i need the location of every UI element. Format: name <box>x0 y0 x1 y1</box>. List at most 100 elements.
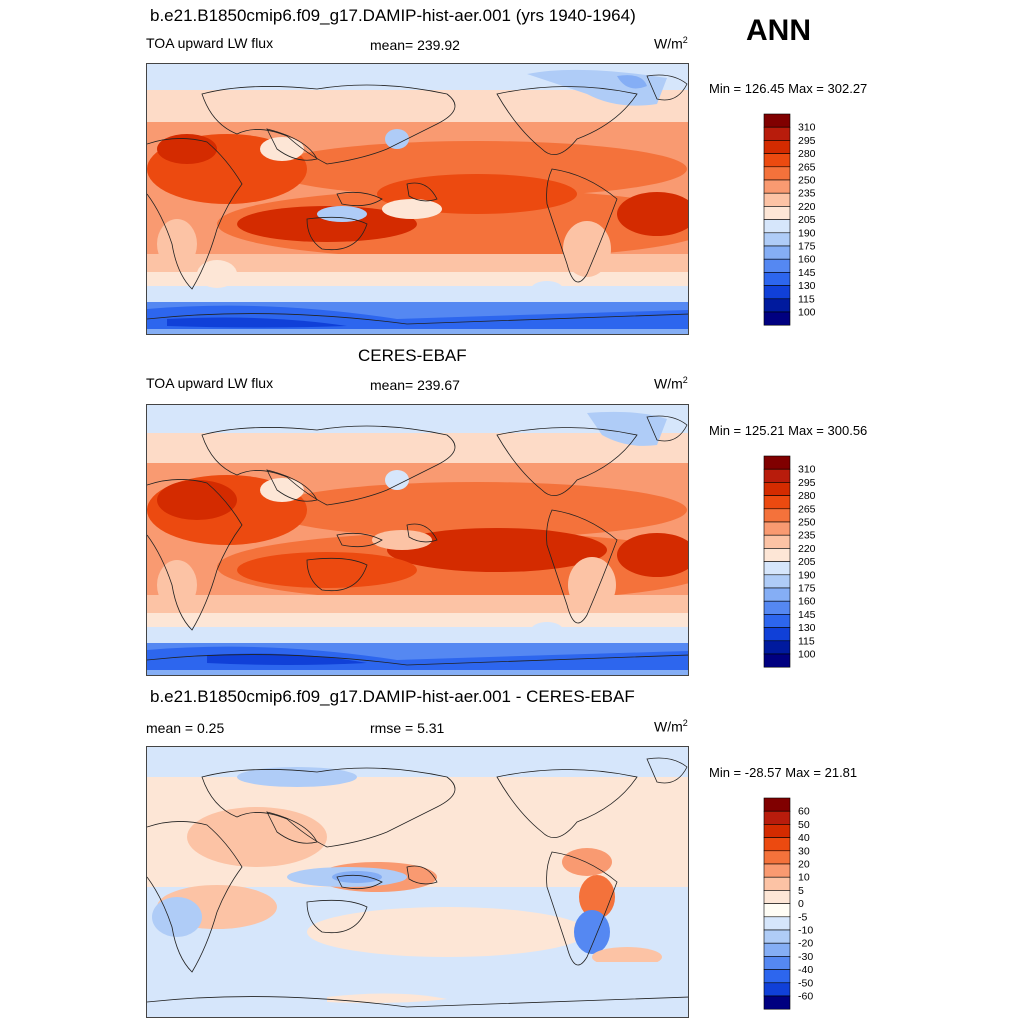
colorbar-box <box>763 627 791 642</box>
colorbar-tick-label: 40 <box>798 832 810 844</box>
map-3-coastlines <box>147 757 688 1008</box>
colorbar-tick-label: -10 <box>798 925 813 937</box>
colorbar-box <box>763 548 791 562</box>
colorbar-box <box>763 468 791 483</box>
panel-2-colorbar: 310 295 280 265 250 235 220 205 190 175 160 145 130 1… <box>763 455 816 672</box>
colorbar-box <box>763 126 791 141</box>
colorbar-box <box>763 521 791 536</box>
colorbar-tick-label: 100 <box>798 649 816 661</box>
colorbar-tick-label: 265 <box>798 161 816 173</box>
colorbar-tick-label: 115 <box>798 293 815 305</box>
colorbar-tick-label: -5 <box>798 911 807 923</box>
colorbar-tick-label: 220 <box>798 201 816 213</box>
colorbar-tick-label: 145 <box>798 609 816 621</box>
panel-2-mean-label: mean= 239.67 <box>370 377 460 393</box>
colorbar-box <box>763 561 791 576</box>
colorbar-tick-label: 0 <box>798 898 804 910</box>
panel-1-map <box>146 63 689 335</box>
colorbar-box <box>763 929 791 944</box>
colorbar-box <box>763 942 791 957</box>
panel-1-minmax: Min = 126.45 Max = 302.27 <box>709 81 868 96</box>
colorbar-tick-label: 280 <box>798 148 816 160</box>
colorbar-tick-label: 205 <box>798 214 816 226</box>
colorbar-box <box>763 587 791 602</box>
panel-3-minmax: Min = -28.57 Max = 21.81 <box>709 765 858 780</box>
colorbar-box <box>763 285 791 300</box>
panel-3-units: W/m2 <box>654 718 688 735</box>
map-2-svg <box>147 405 688 675</box>
colorbar-box <box>763 113 791 128</box>
colorbar-box <box>763 837 791 852</box>
panel-3-rmse-label: rmse = 5.31 <box>370 720 445 736</box>
panel-3-mean-label: mean = 0.25 <box>146 720 225 736</box>
colorbar-tick-label: 130 <box>798 622 816 634</box>
colorbar-tick-label: 190 <box>798 227 816 239</box>
panel-1-colorbar: 310 295 280 265 250 235 220 205 190 175 160 145 130 1… <box>763 113 816 330</box>
colorbar-box <box>763 219 791 234</box>
panel-1-units: W/m2 <box>654 35 688 52</box>
colorbar-box <box>763 482 791 496</box>
colorbar-tick-label: 145 <box>798 267 816 279</box>
colorbar-box <box>763 995 791 1010</box>
colorbar-box <box>763 232 791 247</box>
colorbar-tick-label: 175 <box>798 241 816 253</box>
map-3-svg <box>147 747 688 1017</box>
colorbar-box <box>763 455 791 470</box>
panel-2-units: W/m2 <box>654 375 688 392</box>
colorbar-box <box>763 206 791 220</box>
colorbar-box <box>763 956 791 970</box>
panel-1-colorbar-svg: 3102952802652502352202051901751601451301… <box>763 113 816 326</box>
colorbar-box <box>763 640 791 655</box>
colorbar-box <box>763 797 791 812</box>
colorbar-tick-label: 295 <box>798 477 816 489</box>
colorbar-tick-label: 235 <box>798 530 816 542</box>
colorbar-box <box>763 824 791 838</box>
colorbar-tick-label: 310 <box>798 122 816 134</box>
colorbar-tick-label: 20 <box>798 859 810 871</box>
colorbar-tick-label: 60 <box>798 806 810 818</box>
colorbar-box <box>763 166 791 181</box>
colorbar-tick-label: 30 <box>798 845 810 857</box>
colorbar-box <box>763 153 791 168</box>
map-2-coastlines <box>147 415 688 666</box>
colorbar-box <box>763 600 791 615</box>
colorbar-box <box>763 916 791 931</box>
season-label: ANN <box>746 14 811 47</box>
panel-2-variable-label: TOA upward LW flux <box>146 375 274 391</box>
panel-1-mean-label: mean= 239.92 <box>370 37 460 53</box>
colorbar-tick-label: 160 <box>798 596 816 608</box>
panel-1-title: b.e21.B1850cmip6.f09_g17.DAMIP-hist-aer.… <box>150 6 636 25</box>
colorbar-box <box>763 890 791 904</box>
colorbar-tick-label: 100 <box>798 307 816 319</box>
colorbar-tick-label: 280 <box>798 490 816 502</box>
colorbar-tick-label: 310 <box>798 464 816 476</box>
colorbar-box <box>763 192 791 207</box>
colorbar-tick-label: 250 <box>798 175 816 187</box>
panel-3-title: b.e21.B1850cmip6.f09_g17.DAMIP-hist-aer.… <box>150 687 635 706</box>
colorbar-box <box>763 903 791 918</box>
colorbar-box <box>763 495 791 510</box>
colorbar-tick-label: -40 <box>798 964 813 976</box>
colorbar-tick-label: 5 <box>798 885 804 897</box>
colorbar-tick-label: 130 <box>798 280 816 292</box>
colorbar-tick-label: 235 <box>798 188 816 200</box>
colorbar-tick-label: -30 <box>798 951 813 963</box>
colorbar-tick-label: 160 <box>798 254 816 266</box>
colorbar-box <box>763 574 791 589</box>
panel-2-colorbar-svg: 3102952802652502352202051901751601451301… <box>763 455 816 668</box>
colorbar-box <box>763 969 791 984</box>
colorbar-box <box>763 508 791 523</box>
panel-2-title: CERES-EBAF <box>358 346 467 365</box>
colorbar-box <box>763 272 791 286</box>
colorbar-tick-label: 205 <box>798 556 816 568</box>
colorbar-box <box>763 140 791 154</box>
colorbar-box <box>763 534 791 549</box>
colorbar-box <box>763 245 791 260</box>
panel-2-minmax: Min = 125.21 Max = 300.56 <box>709 423 868 438</box>
colorbar-tick-label: 190 <box>798 569 816 581</box>
colorbar-tick-label: 50 <box>798 819 810 831</box>
colorbar-tick-label: 175 <box>798 583 816 595</box>
colorbar-tick-label: 220 <box>798 543 816 555</box>
panel-2-map <box>146 404 689 676</box>
